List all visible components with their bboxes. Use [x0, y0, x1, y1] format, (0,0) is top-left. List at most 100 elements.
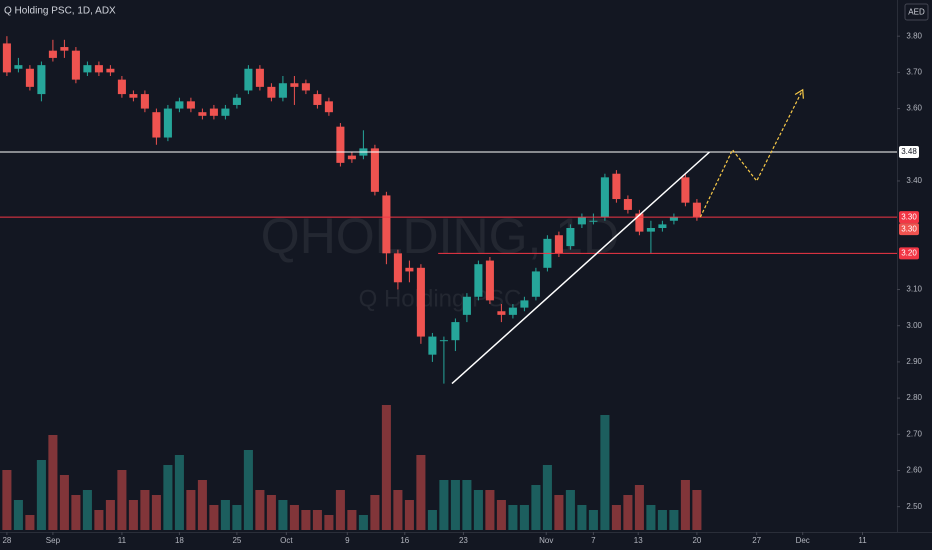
volume-bar: [301, 510, 311, 530]
volume-bar: [266, 495, 276, 530]
volume-bar: [611, 505, 621, 530]
candle-body: [681, 177, 690, 203]
candle-body: [37, 65, 46, 95]
candle-body: [520, 300, 529, 308]
volume-bar: [473, 490, 483, 530]
candle-body: [106, 68, 115, 73]
candle-body: [531, 271, 540, 297]
x-tick-label: 20: [692, 536, 701, 545]
candle-body: [2, 43, 11, 73]
candle-body: [370, 148, 379, 192]
candle-body: [462, 296, 471, 315]
watermark: Q Holding PSC: [359, 285, 522, 312]
volume-bar: [128, 500, 138, 530]
volume-bar: [140, 490, 150, 530]
candle-body: [198, 112, 207, 116]
candle-body: [497, 311, 506, 315]
price-label: 3.30: [901, 212, 917, 221]
volume-bar: [59, 475, 69, 530]
x-tick-label: 11: [858, 536, 867, 545]
candle-body: [393, 253, 402, 283]
candle-body: [290, 83, 299, 87]
candle-body: [577, 217, 586, 225]
candle-body: [439, 340, 448, 342]
candle-body: [255, 68, 264, 87]
volume-bar: [243, 450, 253, 530]
volume-bar: [634, 485, 644, 530]
projection-arrowhead: [794, 88, 804, 99]
volume-bar: [278, 500, 288, 530]
volume-bar: [692, 490, 702, 530]
volume-bar: [439, 480, 449, 530]
candle-body: [175, 101, 184, 109]
volume-bar: [680, 480, 690, 530]
volume-bar: [416, 455, 426, 530]
volume-bar: [370, 495, 380, 530]
currency-box[interactable]: [904, 3, 929, 21]
candle-body: [94, 65, 103, 73]
price-label-box: [899, 211, 919, 224]
volume-bar: [542, 465, 552, 530]
volume-bar: [335, 490, 345, 530]
volume-bar: [289, 505, 299, 530]
volume-bar: [48, 435, 58, 530]
x-tick-label: Oct: [280, 536, 293, 545]
x-tick-label: 16: [400, 536, 409, 545]
x-tick-label: 11: [118, 536, 127, 545]
plot: [0, 36, 897, 530]
candle-body: [25, 68, 34, 87]
volume-bar: [2, 470, 12, 530]
volume-bar: [197, 480, 207, 530]
x-tick-label: 18: [175, 536, 184, 545]
y-tick-label: 3.00: [906, 321, 922, 330]
x-tick-label: 23: [459, 536, 468, 545]
candle-body: [14, 65, 23, 69]
candle-body: [244, 68, 253, 91]
candle-body: [554, 235, 563, 254]
candle-body: [474, 264, 483, 297]
y-tick-label: 2.80: [906, 393, 922, 402]
candle-body: [612, 173, 621, 200]
candle-body: [416, 267, 425, 337]
volume-bar: [577, 505, 587, 530]
volume-bar: [404, 500, 414, 530]
candle-body: [669, 217, 678, 221]
candle-body: [635, 213, 644, 232]
x-tick-label: 13: [634, 536, 643, 545]
x-tick-label: Nov: [539, 536, 553, 545]
y-tick-label: 3.10: [906, 285, 922, 294]
candle-body: [301, 83, 310, 91]
volume-bar: [82, 490, 92, 530]
x-tick-label: 9: [345, 536, 350, 545]
candle-body: [324, 101, 333, 113]
candle-body: [221, 108, 230, 116]
candle-body: [451, 322, 460, 341]
candle-body: [428, 336, 437, 355]
volume-bar: [623, 495, 633, 530]
volume-bar: [565, 490, 575, 530]
price-label-box: [899, 146, 919, 158]
candle-body: [589, 220, 598, 222]
volume-bar: [427, 510, 437, 530]
volume-bar: [496, 500, 506, 530]
candle-body: [600, 177, 609, 218]
chart-title: Q Holding PSC, 1D, ADX: [4, 6, 116, 17]
x-tick-label: Sep: [46, 536, 61, 545]
y-tick-label: 2.50: [906, 502, 922, 511]
candle-body: [508, 307, 517, 315]
volume-bar: [13, 500, 23, 530]
x-tick-label: 27: [752, 536, 761, 545]
volume-bar: [117, 470, 127, 530]
candle-body: [48, 50, 57, 58]
candle-body: [209, 108, 218, 116]
volume-bar: [508, 505, 518, 530]
volume-bar: [393, 490, 403, 530]
volume-bar: [71, 495, 81, 530]
volume-bar: [531, 485, 541, 530]
currency[interactable]: AED: [908, 8, 925, 17]
volume-bar: [669, 510, 679, 530]
candle-body: [646, 228, 655, 232]
